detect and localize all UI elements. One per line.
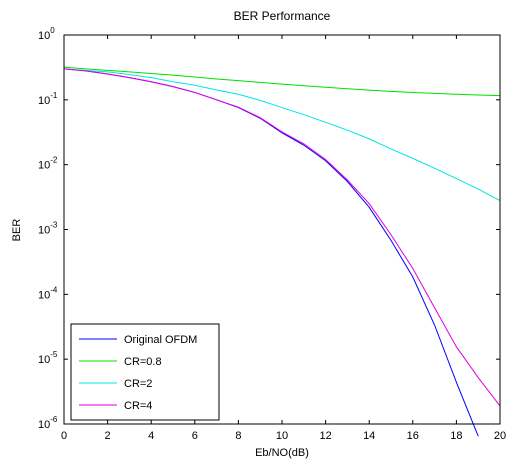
- legend: Original OFDM CR=0.8 CR=2 CR=4: [70, 323, 220, 421]
- legend-label-0: Original OFDM: [124, 334, 197, 346]
- series-line-1: [63, 66, 501, 97]
- tick-layer: 0 2 4 6 8 10 12 14 16 18 20 100 10-1 10-2 10-3 10-4 10-5…: [38, 26, 506, 442]
- y-tick-label: 10-5: [38, 350, 58, 366]
- series-line-3: [63, 68, 501, 407]
- y-tick-label: 10-4: [38, 285, 58, 301]
- x-axis-label: Eb/NO(dB): [255, 447, 309, 459]
- x-tick-label: 4: [148, 430, 154, 442]
- legend-label-1: CR=0.8: [124, 356, 162, 368]
- series-layer: [63, 66, 501, 437]
- x-tick-label: 16: [407, 430, 419, 442]
- x-tick-label: 20: [494, 430, 506, 442]
- legend-label-3: CR=4: [124, 400, 152, 412]
- chart-title: BER Performance: [234, 9, 331, 23]
- y-tick-label: 10-2: [38, 156, 58, 172]
- series-line-2: [63, 68, 501, 201]
- plot-frame: [63, 34, 501, 425]
- x-tick-label: 12: [319, 430, 331, 442]
- legend-label-2: CR=2: [124, 378, 152, 390]
- x-tick-label: 6: [192, 430, 198, 442]
- x-tick-label: 10: [276, 430, 288, 442]
- x-tick-label: 2: [105, 430, 111, 442]
- y-tick-label: 100: [38, 26, 55, 42]
- y-axis-label: BER: [11, 219, 23, 242]
- x-tick-label: 8: [235, 430, 241, 442]
- y-tick-label: 10-3: [38, 221, 58, 237]
- legend-box: [70, 323, 220, 421]
- y-tick-label: 10-6: [38, 415, 58, 431]
- x-tick-label: 14: [363, 430, 375, 442]
- x-tick-label: 18: [450, 430, 462, 442]
- x-tick-label: 0: [61, 430, 67, 442]
- y-tick-label: 10-1: [38, 91, 58, 107]
